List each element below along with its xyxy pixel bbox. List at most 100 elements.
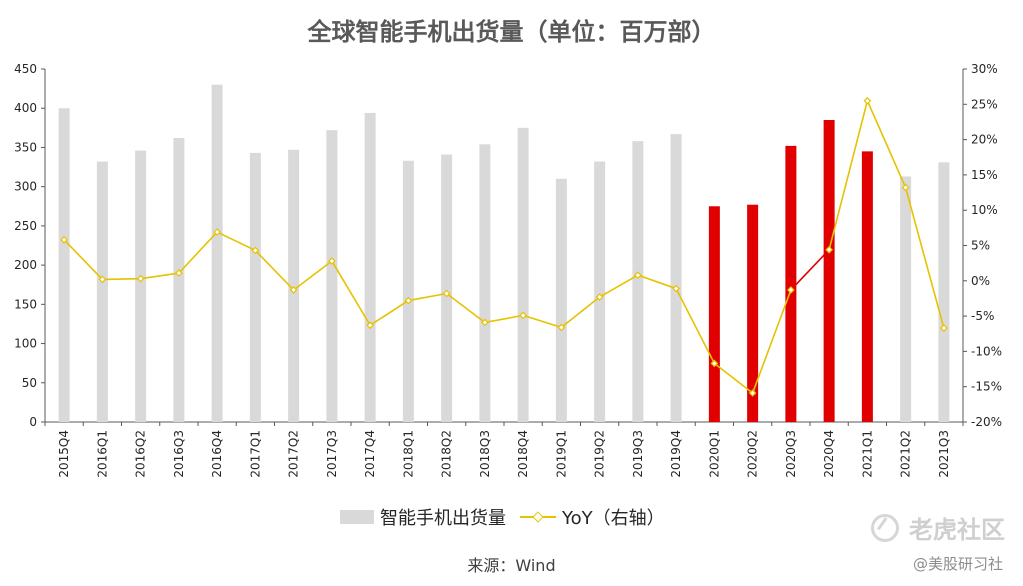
x-tick-label: 2021Q1: [860, 430, 874, 478]
x-tick-label: 2019Q1: [554, 430, 568, 478]
yoy-line-segment: [446, 292, 486, 324]
bar: [364, 112, 376, 422]
source-note: 来源：Wind: [467, 556, 556, 575]
bar: [249, 152, 261, 423]
x-tick-label: 2017Q3: [325, 430, 339, 478]
legend-line-label: YoY（右轴）: [562, 508, 665, 529]
chart-canvas: 0 50 100 150 200 250 300 350 400 450 30% 25% 20% 15% 1…: [14, 62, 1002, 478]
x-tick-label: 2018Q1: [401, 430, 415, 478]
x-tick-label: 2018Q3: [478, 430, 492, 478]
yoy-line-segment: [637, 274, 677, 290]
yoy-point: [136, 274, 145, 283]
yoy-point: [863, 96, 872, 105]
yoy-line-segment: [713, 362, 754, 394]
bar: [441, 154, 453, 422]
yoy-point: [940, 324, 948, 332]
x-tick-label: 2015Q4: [57, 430, 71, 478]
yoy-line-segment: [484, 314, 524, 324]
bar: [823, 119, 835, 422]
bar: [594, 161, 606, 422]
yoy-point: [328, 257, 336, 265]
yoy-point: [289, 286, 298, 294]
x-tick-label: 2019Q3: [631, 430, 645, 478]
x-tick-label: 2021Q2: [899, 430, 913, 478]
bar: [517, 127, 529, 422]
x-tick-label: 2017Q1: [248, 430, 262, 478]
yoy-line-segment: [216, 231, 256, 252]
bar: [632, 141, 644, 422]
x-tick-label: 2016Q3: [172, 430, 186, 478]
bar: [708, 206, 720, 422]
yoy-point: [557, 323, 566, 332]
yoy-line-segment: [522, 314, 562, 329]
yoy-point: [442, 289, 451, 298]
y-left-tick-label: 350: [14, 140, 37, 154]
y-right-tick-label: 30%: [971, 62, 998, 76]
yoy-line-segment: [369, 299, 409, 326]
x-tick-label: 2017Q2: [287, 430, 301, 478]
yoy-point: [175, 269, 183, 277]
bar: [479, 144, 491, 422]
yoy-point: [366, 321, 374, 330]
yoy-line-segment: [675, 288, 716, 364]
bar: [747, 204, 759, 422]
y-left-tick-label: 250: [14, 219, 37, 233]
y-right-tick-label: 5%: [971, 239, 990, 253]
y-right-tick-label: 0%: [971, 274, 990, 288]
yoy-line-segment: [331, 260, 371, 326]
bar: [288, 149, 300, 422]
x-tick-label: 2019Q4: [669, 430, 683, 478]
yoy-point: [481, 318, 489, 327]
tiger-logo-icon: [871, 513, 899, 542]
bar: [900, 176, 912, 422]
y-left-tick-label: 0: [29, 415, 37, 429]
y-right-tick-label: 25%: [971, 97, 998, 111]
x-tick-label: 2016Q4: [210, 430, 224, 478]
yoy-line-segment: [408, 292, 447, 302]
y-left-tick-label: 50: [22, 376, 37, 390]
yoy-point: [404, 296, 413, 305]
yoy-line-segment: [790, 249, 830, 291]
y-right-tick-label: -5%: [971, 309, 994, 323]
yoy-line-segment: [178, 231, 218, 274]
yoy-line-segment: [751, 289, 792, 394]
y-right-tick-label: 20%: [971, 133, 998, 147]
x-tick-label: 2016Q2: [134, 430, 148, 478]
bar: [96, 161, 108, 422]
yoy-point: [519, 311, 527, 320]
yoy-point: [748, 389, 757, 397]
bar: [670, 134, 682, 422]
yoy-point: [213, 228, 221, 236]
yoy-point: [901, 183, 910, 192]
yoy-line-segment: [102, 277, 141, 281]
yoy-line-segment: [254, 249, 295, 291]
x-tick-label: 2020Q4: [822, 430, 836, 478]
watermark-logo-text: 老虎社区: [909, 516, 1005, 544]
legend-bar-label: 智能手机出货量: [380, 508, 506, 529]
yoy-line-segment: [140, 272, 179, 280]
yoy-point: [825, 245, 833, 254]
yoy-point: [634, 271, 642, 280]
yoy-point: [60, 236, 68, 244]
x-tick-label: 2016Q1: [95, 430, 109, 478]
bar: [135, 150, 147, 423]
yoy-point: [710, 359, 719, 368]
bar: [861, 151, 873, 422]
legend-bar-swatch: [340, 510, 374, 524]
x-tick-label: 2019Q2: [593, 430, 607, 478]
y-right-tick-label: -20%: [971, 415, 1002, 429]
yoy-point: [787, 286, 795, 294]
x-tick-label: 2017Q4: [363, 430, 377, 478]
chart-title: 全球智能手机出货量（单位：百万部）: [307, 18, 716, 46]
bar: [173, 138, 185, 422]
yoy-line-segment: [560, 296, 601, 329]
bar: [402, 160, 414, 422]
bar: [326, 130, 338, 423]
watermark-logo: 老虎社区: [871, 510, 1005, 545]
x-tick-label: 2018Q2: [440, 430, 454, 478]
watermark-handle: @美股研习社: [912, 555, 1003, 573]
yoy-line-segment: [599, 274, 639, 298]
yoy-point: [251, 246, 260, 255]
y-left-tick-label: 200: [14, 258, 37, 272]
x-tick-label: 2021Q3: [937, 430, 951, 478]
